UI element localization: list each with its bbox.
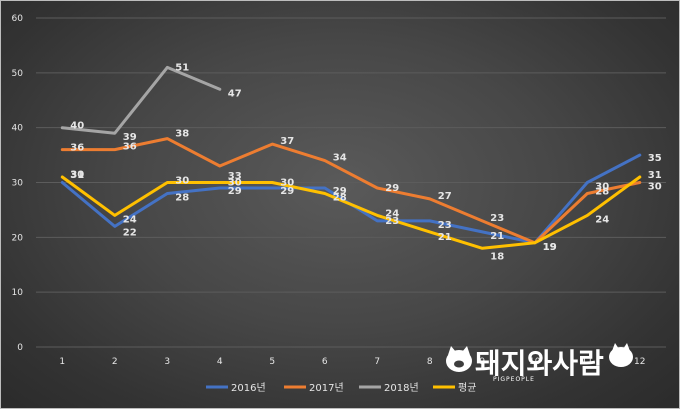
y-tick-label: 30 <box>12 179 24 189</box>
data-label: 24 <box>385 208 399 219</box>
data-label: 30 <box>175 176 189 187</box>
data-label: 21 <box>490 231 504 242</box>
watermark-logo: 돼지와사람 PIGPEOPLE <box>446 343 633 383</box>
data-label: 31 <box>70 170 84 181</box>
data-label: 38 <box>175 129 189 140</box>
data-label: 24 <box>595 214 609 225</box>
data-label: 51 <box>175 62 189 73</box>
x-tick-label: 9 <box>479 357 485 367</box>
data-label: 18 <box>490 251 504 262</box>
data-label: 34 <box>333 153 347 164</box>
pig-icon <box>609 343 633 367</box>
x-tick-label: 7 <box>374 357 380 367</box>
data-label: 28 <box>595 186 609 197</box>
x-tick-label: 3 <box>164 357 170 367</box>
data-label: 29 <box>228 186 242 197</box>
y-tick-label: 20 <box>12 233 24 243</box>
x-axis-ticks: 1 2 3 4 5 6 7 8 9 10 11 12 <box>59 357 645 367</box>
data-label: 47 <box>228 88 242 99</box>
data-label: 23 <box>438 220 452 231</box>
data-label: 19 <box>543 242 557 253</box>
y-tick-label: 50 <box>12 69 24 79</box>
data-label: 30 <box>228 178 242 189</box>
data-label: 28 <box>175 192 189 203</box>
data-label: 35 <box>648 153 662 164</box>
series-line-3 <box>60 65 222 135</box>
legend: 2016년 2017년 2018년 평균 <box>206 382 476 394</box>
data-label: 30 <box>648 182 662 193</box>
data-label: 23 <box>490 213 504 224</box>
y-axis-ticks: 0 10 20 30 40 50 60 <box>12 14 24 353</box>
x-tick-label: 2 <box>112 357 118 367</box>
data-label: 29 <box>385 183 399 194</box>
data-label: 36 <box>123 142 137 153</box>
x-tick-label: 12 <box>634 357 645 367</box>
data-label: 27 <box>438 191 452 202</box>
legend-entry: 2016년 <box>231 382 266 394</box>
data-label: 39 <box>123 132 137 143</box>
y-tick-label: 10 <box>12 288 24 298</box>
data-label: 40 <box>70 121 84 132</box>
x-tick-label: 1 <box>59 357 65 367</box>
series-lines <box>60 65 642 250</box>
legend-entry: 2017년 <box>309 382 344 394</box>
x-tick-label: 8 <box>427 357 433 367</box>
watermark-subtext: PIGPEOPLE <box>493 376 535 383</box>
data-label: 30 <box>595 182 609 193</box>
gridlines <box>36 17 666 348</box>
y-tick-label: 0 <box>17 343 23 353</box>
series-line-4 <box>60 175 642 250</box>
data-label: 23 <box>385 216 399 227</box>
data-label: 30 <box>70 170 84 181</box>
pig-icon <box>446 346 472 372</box>
legend-entry: 2018년 <box>384 382 419 394</box>
x-tick-label: 5 <box>269 357 275 367</box>
data-label: 37 <box>280 136 294 147</box>
x-tick-label: 4 <box>217 357 223 367</box>
y-tick-label: 60 <box>12 14 24 24</box>
data-label: 19 <box>543 242 557 253</box>
watermark-text: 돼지와사람 <box>475 347 604 380</box>
x-tick-label: 11 <box>582 357 593 367</box>
data-label: 19 <box>543 242 557 253</box>
legend-entry: 평균 <box>458 382 476 394</box>
series-line-1 <box>60 153 642 245</box>
data-label: 22 <box>123 227 137 238</box>
data-label: 31 <box>648 170 662 181</box>
data-label: 30 <box>280 178 294 189</box>
series-line-2 <box>60 137 642 245</box>
data-label: 28 <box>333 192 347 203</box>
y-tick-label: 40 <box>12 124 24 134</box>
data-label: 29 <box>280 186 294 197</box>
data-label: 21 <box>438 232 452 243</box>
data-label: 29 <box>333 186 347 197</box>
x-tick-label: 10 <box>529 357 541 367</box>
data-label: 24 <box>123 214 137 225</box>
data-label: 33 <box>228 171 242 182</box>
x-tick-label: 6 <box>322 357 328 367</box>
data-label: 36 <box>70 143 84 154</box>
